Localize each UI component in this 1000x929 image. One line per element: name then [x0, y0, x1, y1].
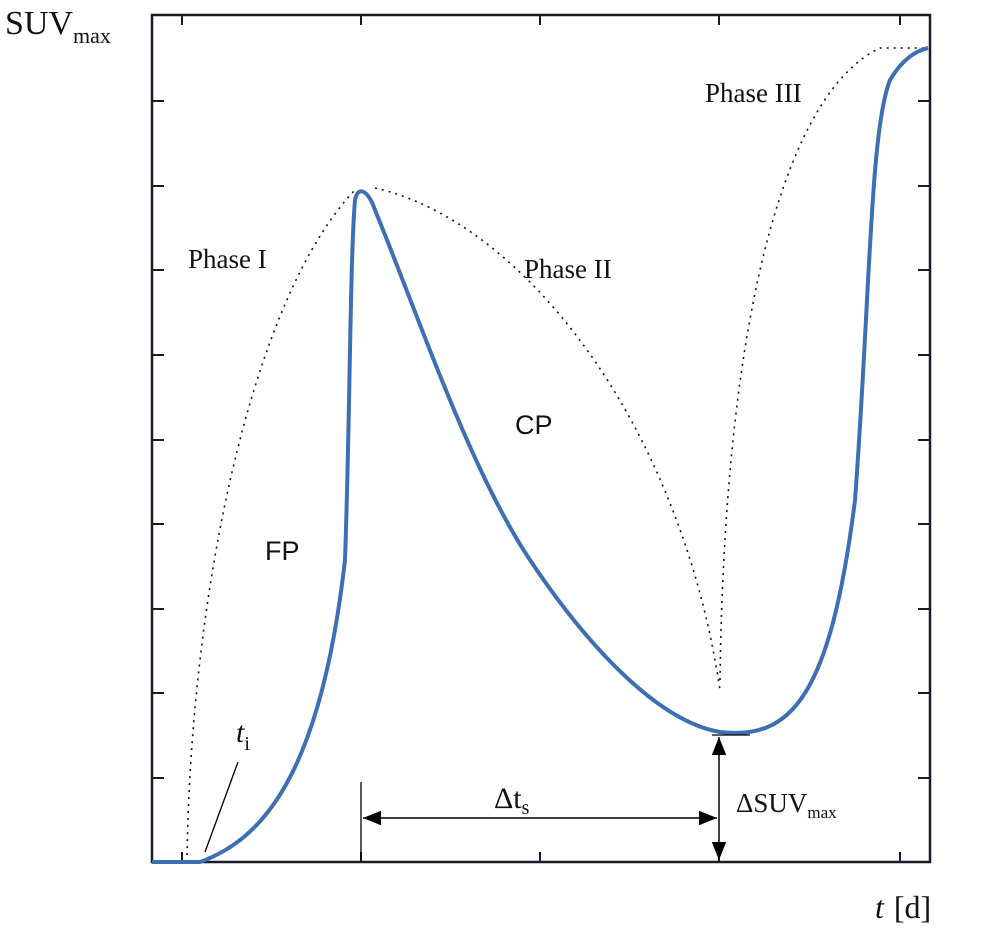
cp-label: CP — [515, 410, 553, 440]
phase-3-envelope — [719, 47, 928, 681]
delta-suv-label: ΔSUVmax — [736, 788, 837, 822]
axis-ticks — [152, 15, 930, 862]
y-axis-label: SUVmax — [5, 5, 111, 48]
ti-label: ti — [236, 716, 250, 755]
fp-label: FP — [265, 536, 300, 566]
ti-pointer-line — [204, 761, 239, 853]
phase-2-label: Phase II — [524, 254, 612, 284]
phase-1-envelope — [186, 189, 356, 863]
phase-3-label: Phase III — [705, 78, 802, 108]
phase-1-label: Phase I — [188, 244, 267, 274]
x-axis-label: t [d] — [875, 889, 931, 925]
suv-curve — [152, 46, 929, 864]
delta-ts-label: Δts — [494, 782, 530, 819]
